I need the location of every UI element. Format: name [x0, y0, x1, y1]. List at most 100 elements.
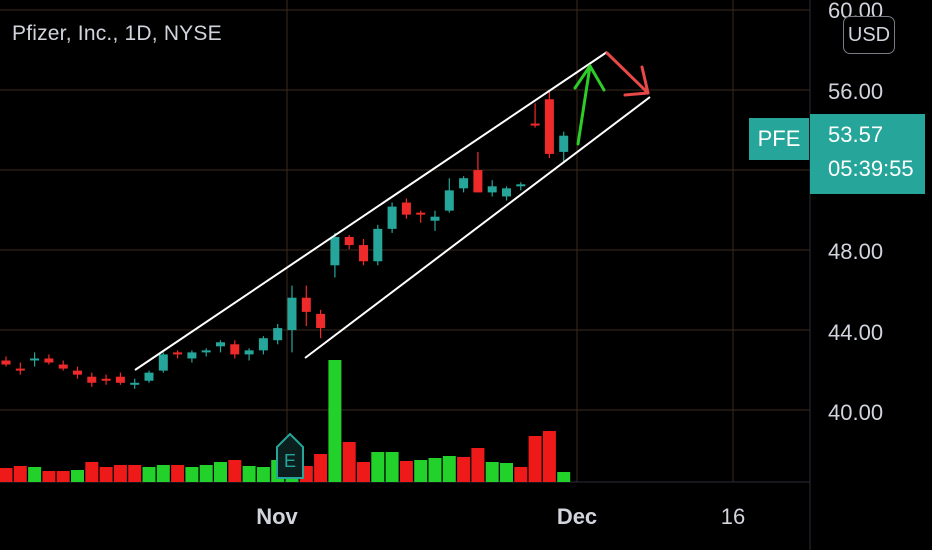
y-axis-ticks: 60.00 56.00 48.00 44.00 40.00 [828, 0, 883, 425]
chart-title: Pfizer, Inc., 1D, NYSE [12, 22, 222, 45]
candle [158, 352, 168, 373]
bar-countdown: 05:39:55 [828, 156, 914, 181]
channel-drawing[interactable] [134, 51, 651, 371]
candle [359, 238, 368, 266]
volume-bar [500, 463, 513, 482]
candles [1, 91, 569, 389]
volume-bar [414, 460, 428, 482]
candle [230, 340, 240, 359]
candle-body [444, 190, 454, 211]
candle-body [287, 297, 297, 331]
volume-bar [185, 467, 199, 482]
candle [459, 176, 469, 193]
red-down-arrow[interactable] [605, 51, 650, 97]
candle [559, 131, 569, 163]
y-tick-40: 40.00 [828, 400, 883, 425]
candle-body [15, 368, 25, 371]
candle [130, 378, 140, 389]
volume-bar [228, 460, 242, 482]
candle [373, 224, 383, 266]
candle-body [230, 344, 240, 355]
volume-bar [314, 454, 328, 482]
candle-body [44, 358, 54, 363]
candle [44, 354, 54, 365]
candle-body [173, 352, 183, 355]
candle-body [244, 350, 254, 355]
candle [15, 362, 25, 375]
candle-body [158, 354, 168, 371]
candle [30, 352, 40, 367]
candle-body [344, 236, 354, 246]
candle-body [216, 342, 225, 347]
volume-bar [528, 436, 542, 482]
candle [58, 360, 68, 371]
candle [201, 348, 211, 357]
volume-bar [471, 448, 485, 482]
volume-bar [56, 471, 70, 482]
candle-body [530, 123, 540, 126]
candle-body [1, 360, 11, 365]
candle [444, 178, 454, 213]
candle-body [359, 245, 368, 262]
volume-bar [128, 465, 142, 482]
volume-bar [256, 467, 270, 482]
volume-bar [214, 462, 227, 482]
candle [401, 198, 411, 219]
candle-body [373, 228, 383, 262]
candle-body [101, 378, 111, 381]
volume-bar [0, 468, 13, 482]
candle [487, 180, 497, 197]
volume-bar [71, 470, 84, 482]
x-tick-dec: Dec [557, 504, 597, 529]
x-tick-nov: Nov [256, 504, 298, 529]
candle [101, 374, 111, 385]
x-tick-16: 16 [721, 504, 745, 529]
volume-bar [342, 442, 356, 482]
channel-lower-line[interactable] [304, 96, 651, 359]
candle-body [430, 216, 440, 221]
candle [544, 91, 554, 158]
volume-bar [171, 465, 185, 482]
candle-body [87, 376, 97, 383]
candle [187, 350, 197, 363]
volume-bar [357, 462, 370, 482]
candle [330, 232, 340, 278]
candle [115, 372, 125, 385]
x-axis-ticks: Nov Dec 16 [256, 504, 745, 529]
candle-body [258, 338, 268, 351]
candle-body [487, 186, 497, 193]
channel-upper-line[interactable] [134, 51, 608, 371]
volume-bar [385, 452, 399, 482]
candle-body [502, 188, 511, 197]
candle [244, 348, 254, 361]
volume-bars [0, 360, 571, 482]
volume-bar [457, 457, 471, 482]
candle [344, 234, 354, 250]
candle [273, 324, 283, 345]
candle-body [401, 202, 411, 215]
volume-bar [156, 465, 170, 482]
volume-bar [113, 465, 127, 482]
volume-bar [99, 467, 113, 482]
candle-body [473, 170, 483, 193]
candle [416, 210, 426, 223]
volume-bar [328, 360, 342, 482]
currency-button[interactable]: USD [843, 16, 895, 54]
candle [301, 285, 311, 327]
candle-body [544, 99, 554, 154]
candle [258, 336, 268, 355]
volume-bar [442, 456, 456, 482]
earnings-marker[interactable]: E [276, 432, 304, 479]
candle-body [130, 382, 140, 385]
volume-bar [242, 466, 256, 482]
green-up-arrow[interactable] [573, 64, 606, 146]
y-tick-48: 48.00 [828, 239, 883, 264]
candle-body [416, 212, 426, 215]
candle-body [301, 297, 311, 312]
volume-bar [485, 462, 499, 482]
last-price: 53.57 [828, 122, 884, 147]
candle-body [459, 178, 469, 189]
candle-body [316, 313, 326, 329]
candle-body [387, 206, 397, 229]
